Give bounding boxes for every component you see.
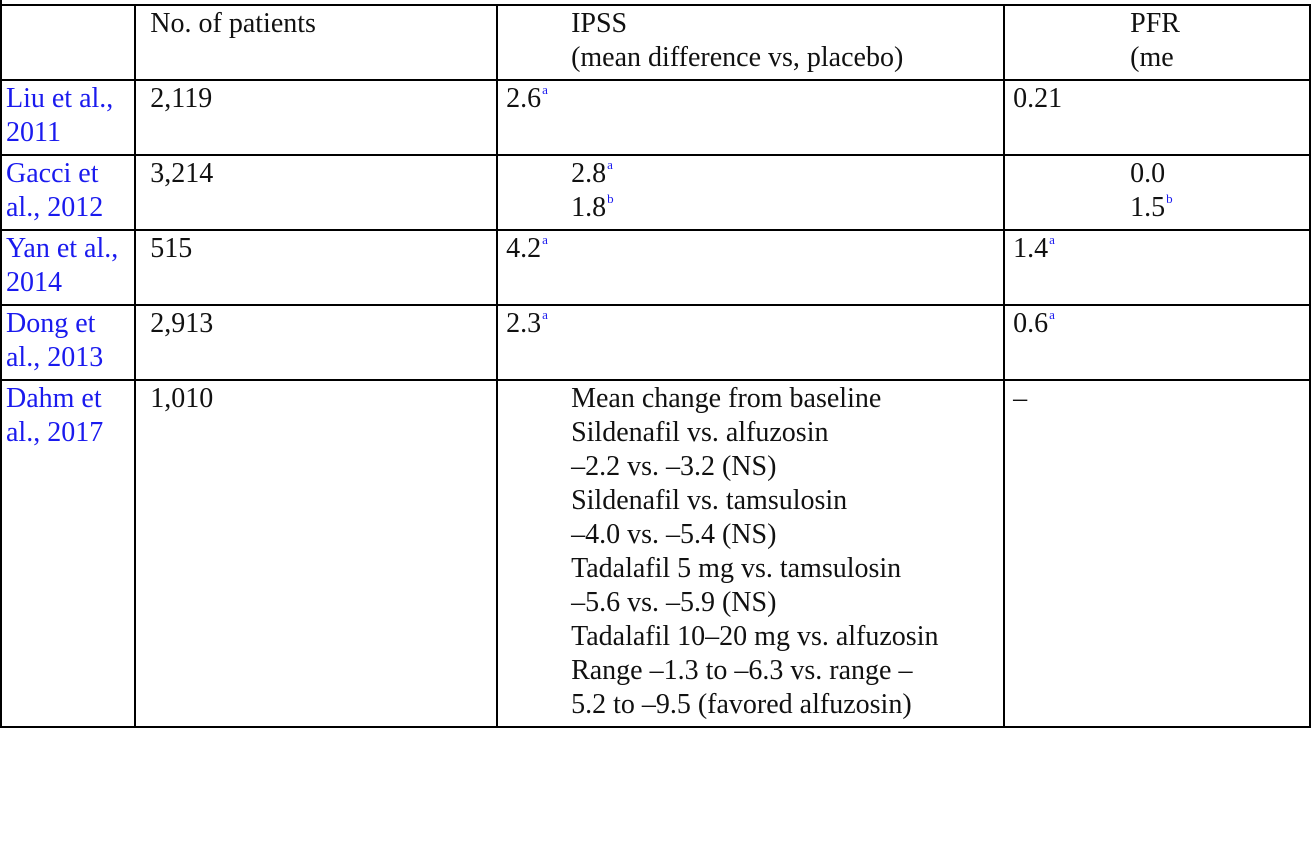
header-ipss-cell: IPSS (mean difference vs, placebo) xyxy=(496,4,1006,81)
header-pf-title: PFR xyxy=(1130,8,1180,39)
table-row: Yan et al., 2014 515 4.2a 1.4a xyxy=(0,229,1311,306)
ipss-text-line: –5.6 vs. –5.9 (NS) xyxy=(571,587,777,618)
study-link[interactable]: Liu et al., 2011 xyxy=(6,83,113,148)
pf-value: 0.6 xyxy=(1013,308,1049,339)
study-link-line1: Gacci et xyxy=(6,158,99,189)
ipss-line: 2.8a xyxy=(571,157,995,191)
study-link-line1: Yan et al., xyxy=(6,233,119,264)
study-cell: Liu et al., 2011 xyxy=(0,79,137,156)
study-cell: Dong et al., 2013 xyxy=(0,304,137,381)
pf-line: 1.5b xyxy=(1130,191,1301,225)
study-link[interactable]: Dong et al., 2013 xyxy=(6,308,103,373)
ipss-text-line: Tadalafil 5 mg vs. tamsulosin xyxy=(571,553,902,584)
study-link[interactable]: Gacci et al., 2012 xyxy=(6,158,103,223)
header-patients-cell: No. of patients xyxy=(134,4,499,81)
pf-cell: 0.6a xyxy=(1003,304,1311,381)
ipss-line: 1.8b xyxy=(571,191,995,225)
study-link-line2: 2014 xyxy=(6,267,62,298)
patients-cell: 1,010 xyxy=(134,379,499,728)
table-row: Gacci et al., 2012 3,214 2.8a 1.8b 0.0 1… xyxy=(0,154,1311,231)
ipss-text-line: Tadalafil 10–20 mg vs. alfuzosin xyxy=(571,621,939,652)
ipss-value: 2.8 xyxy=(571,158,607,189)
pf-cell: 0.21 xyxy=(1003,79,1311,156)
footnote-marker[interactable]: b xyxy=(607,190,614,206)
pf-value: 1.5 xyxy=(1130,192,1166,223)
patients-cell: 2,913 xyxy=(134,304,499,381)
ipss-value: 4.2 xyxy=(506,233,542,264)
ipss-text-line: –4.0 vs. –5.4 (NS) xyxy=(571,519,777,550)
study-link-line2: al., 2012 xyxy=(6,192,104,223)
table-header-row: No. of patients IPSS (mean difference vs… xyxy=(0,4,1311,81)
ipss-text-line: Range –1.3 to –6.3 vs. range – xyxy=(571,655,913,686)
ipss-cell: 2.6a xyxy=(496,79,1006,156)
study-cell: Yan et al., 2014 xyxy=(0,229,137,306)
ipss-text-line: –2.2 vs. –3.2 (NS) xyxy=(571,451,777,482)
ipss-cell: 2.3a xyxy=(496,304,1006,381)
patients-cell: 515 xyxy=(134,229,499,306)
study-link-line1: Liu et al., xyxy=(6,83,114,114)
footnote-marker[interactable]: a xyxy=(1049,231,1055,247)
pf-cell: 0.0 1.5b xyxy=(1003,154,1311,231)
study-cell: Dahm et al., 2017 xyxy=(0,379,137,728)
ipss-value: 2.6 xyxy=(506,83,542,114)
ipss-text-line: Mean change from baseline xyxy=(571,383,882,414)
header-study-cell xyxy=(0,4,137,81)
study-link-line2: al., 2017 xyxy=(6,417,104,448)
ipss-text-line: 5.2 to –9.5 (favored alfuzosin) xyxy=(571,689,912,720)
header-pf-cell: PFR (me xyxy=(1003,4,1311,81)
study-cell: Gacci et al., 2012 xyxy=(0,154,137,231)
patients-cell: 3,214 xyxy=(134,154,499,231)
pf-cell: 1.4a xyxy=(1003,229,1311,306)
table-row: Dahm et al., 2017 1,010 Mean change from… xyxy=(0,379,1311,728)
patients-cell: 2,119 xyxy=(134,79,499,156)
footnote-marker[interactable]: a xyxy=(542,306,548,322)
study-link[interactable]: Dahm et al., 2017 xyxy=(6,383,103,448)
study-link-line1: Dahm et xyxy=(6,383,102,414)
ipss-value: 1.8 xyxy=(571,192,607,223)
pf-cell: – xyxy=(1003,379,1311,728)
header-ipss-title: IPSS xyxy=(571,8,628,39)
table-top-edge xyxy=(0,0,2,6)
ipss-text-line: Sildenafil vs. alfuzosin xyxy=(571,417,829,448)
footnote-marker[interactable]: a xyxy=(542,81,548,97)
study-link-line2: al., 2013 xyxy=(6,342,104,373)
footnote-marker[interactable]: a xyxy=(542,231,548,247)
footnote-marker[interactable]: a xyxy=(1049,306,1055,322)
study-link-line1: Dong et xyxy=(6,308,96,339)
ipss-cell: 4.2a xyxy=(496,229,1006,306)
study-link-line2: 2011 xyxy=(6,117,61,148)
footnote-marker[interactable]: b xyxy=(1166,190,1173,206)
ipss-cell: Mean change from baseline Sildenafil vs.… xyxy=(496,379,1006,728)
pf-value: 0.0 xyxy=(1130,158,1166,189)
ipss-text-line: Sildenafil vs. tamsulosin xyxy=(571,485,848,516)
table-row: Dong et al., 2013 2,913 2.3a 0.6a xyxy=(0,304,1311,381)
ipss-cell: 2.8a 1.8b xyxy=(496,154,1006,231)
header-pf-subtitle: (me xyxy=(1130,42,1174,73)
header-patients-label: No. of patients xyxy=(150,8,316,39)
header-ipss-subtitle: (mean difference vs, placebo) xyxy=(571,42,904,73)
footnote-marker[interactable]: a xyxy=(607,156,613,172)
ipss-value: 2.3 xyxy=(506,308,542,339)
results-table: No. of patients IPSS (mean difference vs… xyxy=(0,4,1311,728)
study-link[interactable]: Yan et al., 2014 xyxy=(6,233,118,298)
pf-value: 1.4 xyxy=(1013,233,1049,264)
table-row: Liu et al., 2011 2,119 2.6a 0.21 xyxy=(0,79,1311,156)
